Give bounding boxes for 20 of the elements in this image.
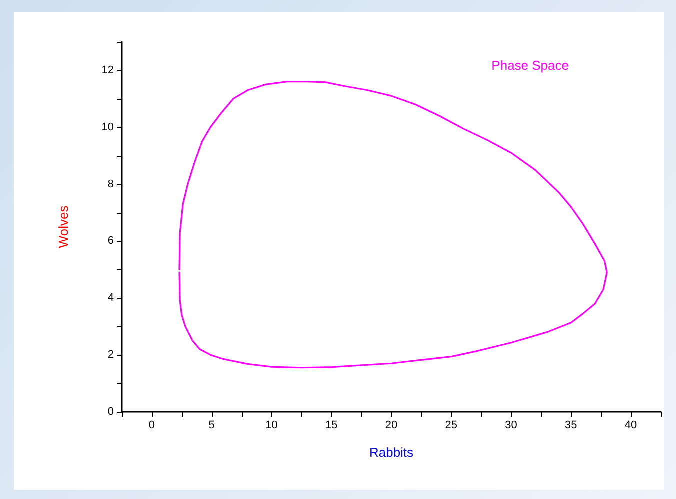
line-series <box>178 81 608 369</box>
x-tick-label: 30 <box>505 420 518 432</box>
y-tick-label: 6 <box>108 235 114 248</box>
x-tick-label: 40 <box>624 420 638 432</box>
y-tick-label: 2 <box>108 349 114 362</box>
y-axis-title: Wolves <box>56 205 71 248</box>
y-tick-label: 12 <box>102 64 114 76</box>
x-axis-title: Rabbits <box>369 445 414 460</box>
x-tick-label: 0 <box>148 420 156 432</box>
x-tick-label: 20 <box>385 420 398 432</box>
y-tick-label: 8 <box>108 178 114 190</box>
y-tick-label: 10 <box>102 121 114 134</box>
x-tick-label: 25 <box>445 420 458 432</box>
x-tick-label: 10 <box>266 420 278 432</box>
y-tick-label: 4 <box>108 292 114 304</box>
x-tick-label: 35 <box>565 420 578 432</box>
text: Phase Space <box>492 58 570 73</box>
x-tick-label: 15 <box>325 420 338 432</box>
y-tick-label: 0 <box>108 406 114 418</box>
x-tick-label: 5 <box>208 420 215 432</box>
